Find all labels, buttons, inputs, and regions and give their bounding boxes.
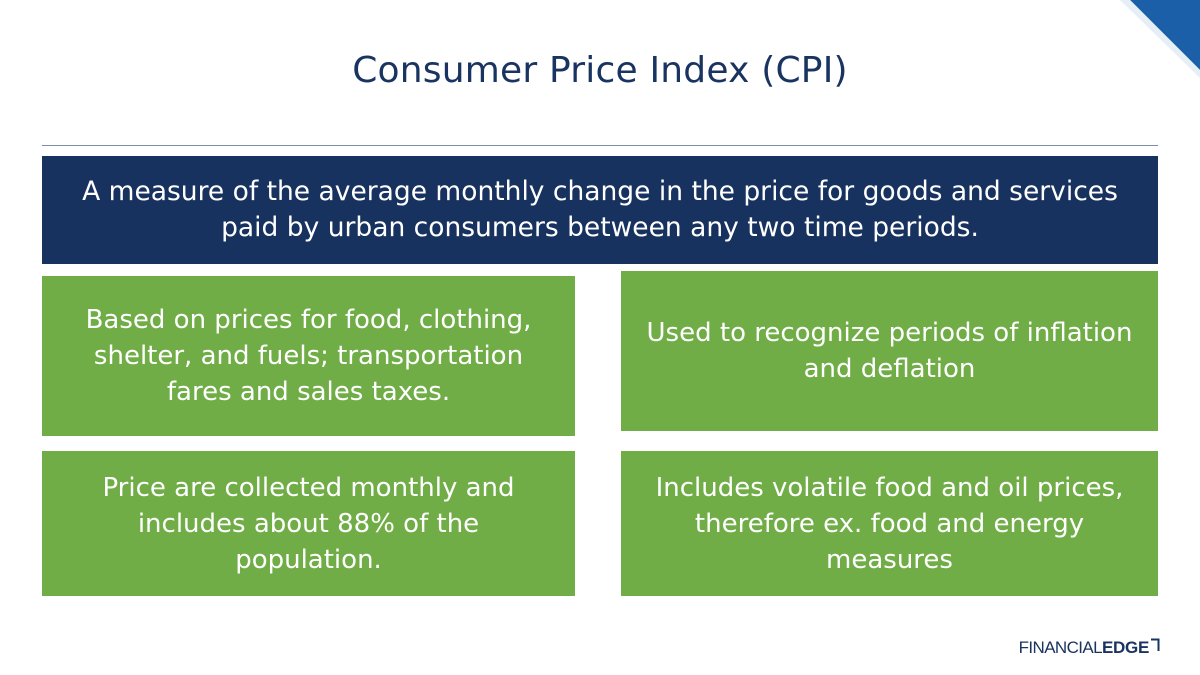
info-box-price-basis: Based on prices for food, clothing, shel… xyxy=(42,276,575,436)
info-box-text: Price are collected monthly and includes… xyxy=(102,472,515,575)
logo-corner-icon xyxy=(1151,638,1160,651)
info-box-inflation: Used to recognize periods of inflation a… xyxy=(621,271,1158,431)
slide-title: Consumer Price Index (CPI) xyxy=(352,50,848,91)
definition-banner: A measure of the average monthly change … xyxy=(42,156,1158,264)
corner-accent-shape xyxy=(1120,0,1200,78)
info-box-text: Based on prices for food, clothing, shel… xyxy=(85,305,532,407)
definition-text: A measure of the average monthly change … xyxy=(82,176,1118,243)
info-box-text: Used to recognize periods of inflation a… xyxy=(646,318,1133,384)
info-box-text: Includes volatile food and oil prices, t… xyxy=(655,472,1124,575)
logo-text-light: FINANCIAL xyxy=(1018,638,1103,657)
info-box-collection: Price are collected monthly and includes… xyxy=(42,451,575,596)
financial-edge-logo: FINANCIAL EDGE xyxy=(1019,632,1160,658)
info-box-volatile: Includes volatile food and oil prices, t… xyxy=(621,451,1158,596)
title-divider xyxy=(42,145,1158,146)
logo-text-bold: EDGE xyxy=(1102,638,1149,657)
